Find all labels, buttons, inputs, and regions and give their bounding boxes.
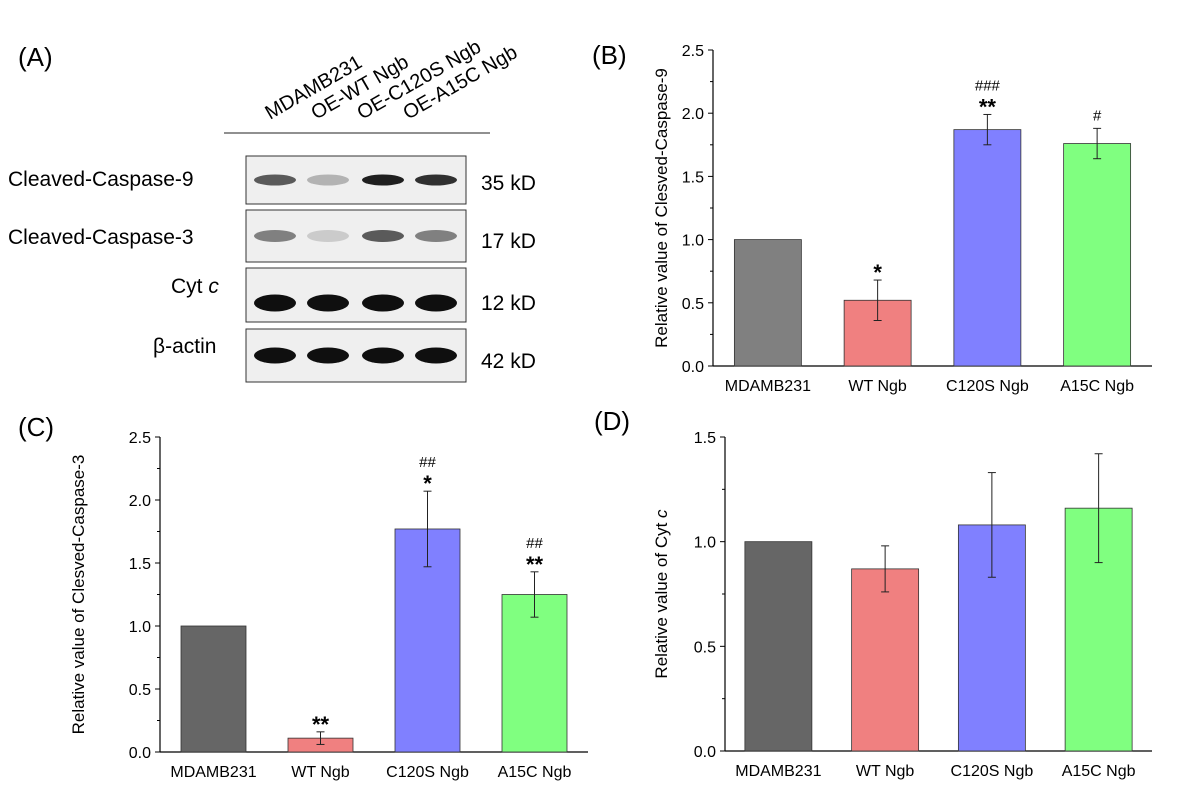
y-tick-label: 1.5 xyxy=(129,556,151,573)
y-axis-title: Relative value of Clesved-Caspase-9 xyxy=(652,68,671,348)
y-tick-label: 0.0 xyxy=(682,359,704,376)
blot-kd-label: 42 kD xyxy=(481,350,536,373)
blot-band xyxy=(307,347,349,364)
significance-label: ** xyxy=(312,712,330,737)
x-tick-label: WT Ngb xyxy=(848,378,906,395)
significance-label: # xyxy=(1093,107,1102,124)
chart-cyt-c: 0.0 0.5 1.0 1.5 Relative value of Cyt c MDAMB… xyxy=(652,430,1152,780)
y-tick-label: 2.5 xyxy=(129,430,151,447)
x-tick-label: C120S Ngb xyxy=(386,764,469,781)
blot-band xyxy=(415,294,457,312)
blot-kd-label: 12 kD xyxy=(481,292,536,315)
bar xyxy=(953,129,1022,367)
blot-band xyxy=(362,174,404,186)
blot-band xyxy=(254,230,296,242)
significance-label: ** xyxy=(526,552,544,577)
x-tick-label: MDAMB231 xyxy=(725,378,811,395)
y-tick-label: 0.5 xyxy=(682,296,704,313)
significance-label: * xyxy=(873,260,882,285)
panel-label-d: (D) xyxy=(594,406,630,436)
blot-row-label: β-actin xyxy=(153,335,216,358)
x-tick-label: A15C Ngb xyxy=(1060,378,1134,395)
significance-label: ** xyxy=(979,94,997,119)
blot-band xyxy=(362,230,404,242)
bar xyxy=(733,239,802,367)
bar xyxy=(851,568,920,752)
significance-label: ### xyxy=(975,77,1001,94)
blot-band xyxy=(362,294,404,312)
chart-cleaved-caspase-9: 0.0 0.5 1.0 1.5 2.0 2.5 Relative value of Cles… xyxy=(652,43,1152,395)
y-tick-label: 2.0 xyxy=(129,493,151,510)
panel-label-c: (C) xyxy=(18,412,54,442)
x-tick-label: WT Ngb xyxy=(856,763,914,780)
blot-band xyxy=(415,230,457,242)
y-tick-label: 2.5 xyxy=(682,43,704,60)
bar xyxy=(744,541,813,752)
blot-row: Cyt c 12 kD xyxy=(171,267,536,323)
blot-kd-label: 35 kD xyxy=(481,172,536,195)
blot-row-label: Cleaved-Caspase-9 xyxy=(8,168,194,191)
blot-band xyxy=(307,294,349,312)
significance-label: * xyxy=(423,471,432,496)
significance-label: ## xyxy=(526,535,543,552)
blot-band xyxy=(415,347,457,364)
x-tick-label: MDAMB231 xyxy=(735,763,821,780)
blot-row: Cleaved-Caspase-9 35 kD xyxy=(8,155,536,205)
x-tick-label: A15C Ngb xyxy=(498,764,572,781)
blot-band xyxy=(362,347,404,364)
x-tick-label: C120S Ngb xyxy=(951,763,1034,780)
bar xyxy=(180,625,247,753)
y-tick-label: 0.5 xyxy=(694,639,716,656)
y-tick-label: 1.0 xyxy=(129,619,151,636)
blot-band xyxy=(254,294,296,312)
x-tick-label: MDAMB231 xyxy=(170,764,256,781)
y-axis-title: Relative value of Clesved-Caspase-3 xyxy=(69,455,88,735)
blot-band xyxy=(415,174,457,186)
blot-rows: Cleaved-Caspase-9 35 kD Cleaved-Caspase-3 1… xyxy=(8,155,536,383)
blot-row-label: Cleaved-Caspase-3 xyxy=(8,226,194,249)
significance-label: ## xyxy=(419,454,436,471)
y-tick-label: 2.0 xyxy=(682,106,704,123)
bar xyxy=(501,594,568,753)
y-tick-label: 1.5 xyxy=(682,169,704,186)
blot-row: Cleaved-Caspase-3 17 kD xyxy=(8,209,536,263)
x-tick-label: A15C Ngb xyxy=(1062,763,1136,780)
chart-cleaved-caspase-3: 0.0 0.5 1.0 1.5 2.0 2.5 Relative value of Cles… xyxy=(69,430,588,781)
y-axis-title: Relative value of Cyt c xyxy=(652,509,671,679)
x-tick-label: WT Ngb xyxy=(291,764,349,781)
blot-band xyxy=(254,174,296,186)
blot-row-label: Cyt c xyxy=(171,275,219,298)
blot-band xyxy=(307,174,349,186)
blot-band xyxy=(307,230,349,242)
panel-label-b: (B) xyxy=(592,40,627,70)
y-tick-label: 0.5 xyxy=(129,682,151,699)
y-tick-label: 0.0 xyxy=(694,744,716,761)
x-tick-label: C120S Ngb xyxy=(946,378,1029,395)
blot-band xyxy=(254,347,296,364)
y-tick-label: 0.0 xyxy=(129,745,151,762)
y-tick-label: 1.0 xyxy=(694,535,716,552)
y-tick-label: 1.0 xyxy=(682,233,704,250)
blot-row: β-actin 42 kD xyxy=(153,328,536,383)
blot-kd-label: 17 kD xyxy=(481,230,536,253)
bar xyxy=(1063,143,1132,367)
y-tick-label: 1.5 xyxy=(694,430,716,447)
panel-label-a: (A) xyxy=(18,42,53,72)
